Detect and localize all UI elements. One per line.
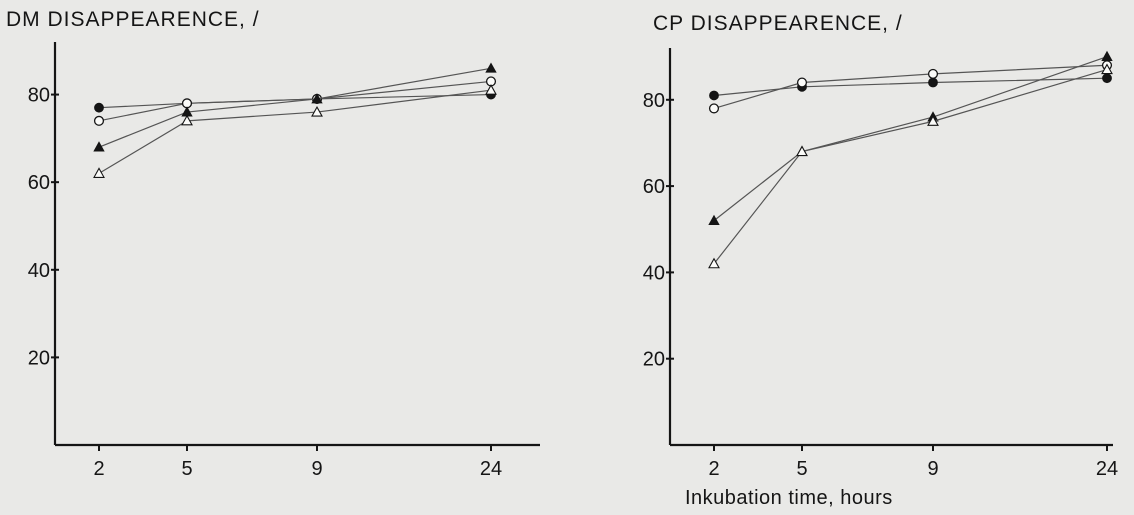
dm-data-point [311, 93, 323, 104]
dm-chart-title: DM DISAPPEARENCE, / [6, 8, 260, 31]
dm-x-tick-label: 2 [93, 458, 104, 480]
cp-y-axis: 20 40 60 80 [643, 48, 674, 445]
dm-x-axis: 2 5 9 24 [55, 443, 540, 480]
cp-data-point [708, 214, 720, 226]
cp-data-point [709, 90, 719, 101]
cp-data-point [927, 68, 939, 79]
cp-data-point [927, 115, 939, 126]
dm-series-filled-triangle [93, 62, 497, 152]
cp-series-line [713, 64, 1108, 109]
cp-data-point [708, 257, 720, 269]
dm-data-point [93, 115, 105, 126]
cp-x-axis-label: Inkubation time, hours [685, 487, 893, 509]
cp-series-filled-triangle [708, 50, 1113, 226]
dm-data-point [93, 167, 105, 178]
cp-x-tick-label: 9 [927, 458, 938, 480]
cp-data-point [796, 77, 808, 88]
dm-x-tick-label: 9 [311, 458, 322, 480]
dm-series-line [98, 89, 492, 174]
cp-x-axis: 2 5 9 24 [670, 443, 1118, 480]
cp-series-filled-circle [709, 73, 1112, 101]
cp-series-open-circle [708, 60, 1113, 114]
cp-data-point [1102, 73, 1112, 84]
cp-y-tick-label: 80 [643, 90, 665, 112]
dm-data-point [181, 114, 193, 126]
cp-data-point [1101, 50, 1113, 62]
cp-series-line [713, 77, 1108, 97]
dm-data-point [485, 62, 497, 73]
cp-data-point [796, 145, 808, 157]
dm-series-line [98, 67, 492, 148]
dm-y-tick-label: 60 [28, 172, 50, 194]
cp-chart-title: CP DISAPPEARENCE, / [653, 12, 903, 35]
cp-series-line [713, 69, 1108, 265]
dm-y-axis: 20 40 60 80 [28, 42, 59, 445]
dm-data-point [93, 141, 105, 152]
dm-y-tick-label: 20 [28, 347, 50, 369]
cp-series-open-triangle [708, 63, 1113, 269]
dm-y-tick-label: 80 [28, 85, 50, 107]
cp-data-point [708, 103, 720, 114]
cp-y-tick-label: 60 [643, 176, 665, 198]
cp-plot-area [708, 50, 1113, 269]
dm-data-point [485, 84, 497, 95]
dm-series-line [98, 80, 492, 122]
cp-data-point [1101, 63, 1113, 75]
cp-data-point [928, 77, 938, 88]
cp-chart: CP DISAPPEARENCE, / 20 40 60 80 2 5 9 24 Inkub… [643, 12, 1118, 509]
cp-x-tick-label: 2 [708, 458, 719, 480]
dm-chart: DM DISAPPEARENCE, / 20 40 60 80 2 5 9 24 [6, 8, 540, 480]
dm-data-point [311, 105, 323, 117]
cp-x-tick-label: 24 [1096, 458, 1118, 480]
dm-plot-area [93, 62, 497, 178]
cp-y-tick-label: 40 [643, 262, 665, 284]
dm-series-open-triangle [93, 84, 497, 178]
dm-y-tick-label: 40 [28, 260, 50, 282]
dm-data-point [94, 102, 104, 113]
cp-y-tick-label: 20 [643, 349, 665, 371]
cp-series-line [713, 56, 1108, 222]
dm-x-tick-label: 24 [480, 458, 502, 480]
dm-x-tick-label: 5 [181, 458, 192, 480]
cp-x-tick-label: 5 [796, 458, 807, 480]
